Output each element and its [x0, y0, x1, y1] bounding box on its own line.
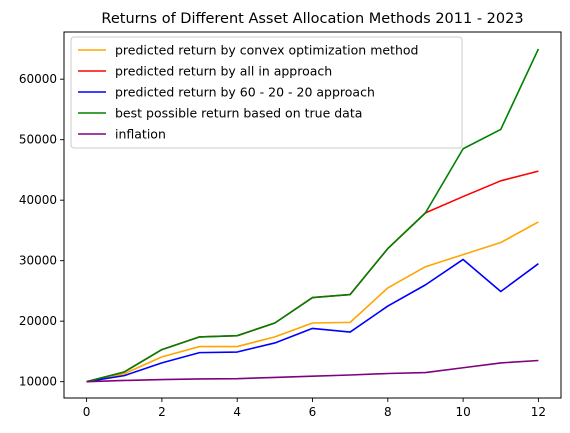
y-tick-label: 40000	[19, 193, 57, 207]
x-axis: 0 2 4 6 8 10 12	[83, 398, 546, 419]
x-tick-label: 12	[531, 405, 546, 419]
legend: predicted return by convex optimization …	[70, 36, 463, 149]
x-tick-label: 4	[233, 405, 241, 419]
y-tick-label: 10000	[19, 375, 57, 389]
legend-box	[70, 36, 463, 149]
chart-title: Returns of Different Asset Allocation Me…	[101, 11, 523, 27]
legend-label: predicted return by all in approach	[115, 64, 332, 79]
x-tick-label: 10	[455, 405, 470, 419]
series-line-1	[86, 170, 539, 383]
y-tick-label: 20000	[19, 314, 57, 328]
x-tick-label: 8	[384, 405, 392, 419]
series-line-4	[86, 359, 539, 383]
legend-label: best possible return based on true data	[115, 106, 362, 121]
y-tick-label: 60000	[19, 72, 57, 86]
y-tick-label: 50000	[19, 133, 57, 147]
legend-label: predicted return by 60 - 20 - 20 approac…	[115, 85, 375, 100]
series-line-3	[86, 48, 540, 383]
series-layer	[86, 48, 540, 383]
x-tick-label: 6	[309, 405, 317, 419]
series-line-0	[86, 221, 539, 383]
x-tick-label: 2	[158, 405, 166, 419]
x-tick-label: 0	[83, 405, 91, 419]
legend-label: predicted return by convex optimization …	[115, 43, 418, 58]
y-axis: 10000 20000 30000 40000 50000 60000	[19, 72, 64, 389]
legend-label: inflation	[115, 127, 166, 142]
series-line-2	[86, 258, 539, 383]
y-tick-label: 30000	[19, 254, 57, 268]
